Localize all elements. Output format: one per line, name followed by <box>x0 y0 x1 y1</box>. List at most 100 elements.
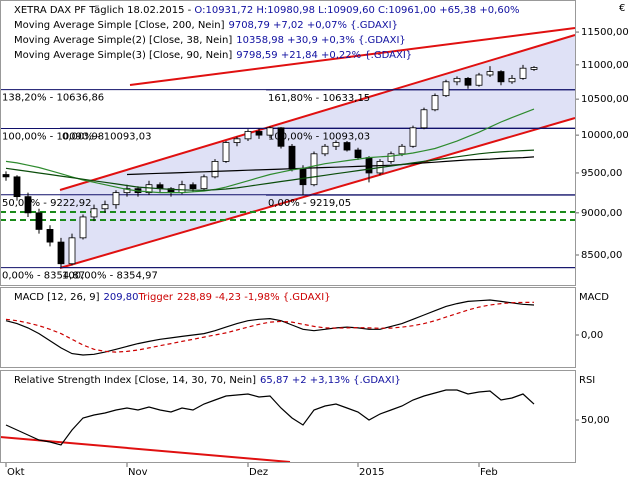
candle-body <box>442 81 450 97</box>
series-line <box>5 149 535 191</box>
x-tick-label: Dez <box>249 467 268 478</box>
series-line <box>5 299 535 356</box>
trend-line <box>129 27 576 86</box>
y-tick-label: 10500,00 <box>581 94 629 105</box>
candle-body <box>398 145 406 155</box>
candle-body <box>453 77 461 83</box>
candle-body <box>101 204 109 210</box>
x-tick-label: Feb <box>480 467 498 478</box>
fib-label: 0,00% - 8354,87 <box>2 271 85 282</box>
candle-body <box>299 168 307 186</box>
candle-body <box>332 142 340 147</box>
unit-label: € <box>619 3 625 14</box>
candle-body <box>321 145 329 155</box>
candle-body <box>486 71 494 76</box>
legend-entry: Moving Average Simple(2) [Close, 38, Nei… <box>14 35 406 46</box>
y-tick-label: 11500,00 <box>581 27 629 38</box>
candle-body <box>266 127 274 136</box>
trend-line <box>59 34 576 191</box>
candle-body <box>13 176 21 198</box>
candle-body <box>68 237 76 265</box>
legend-value: 10358,98 +30,9 +0,3% {.GDAXI} <box>236 35 406 46</box>
plot-area: 8500,00 9000,00 9500,00 10000,00 10500,00 110… <box>0 3 629 478</box>
fib-label: 100,00% - 8354,97 <box>62 271 158 282</box>
candle-body <box>497 71 505 83</box>
legend-name: Trigger <box>137 292 173 303</box>
candle-body <box>409 127 417 147</box>
fib-label: 138,20% - 10636,86 <box>2 93 104 104</box>
candle-body <box>123 188 131 194</box>
candle-body <box>233 138 241 143</box>
fib-label: 100,00% - 10090,98 <box>2 131 104 142</box>
candle-body <box>365 157 373 174</box>
candle-body <box>90 208 98 218</box>
candle-body <box>24 196 32 214</box>
candle-body <box>189 184 197 190</box>
panel-frame <box>0 287 576 368</box>
legend-entry: MACD [12, 26, 9] 209,80Trigger 228,89 -4,2… <box>14 292 331 303</box>
legend-name: Moving Average Simple [Close, 200, Nein] <box>14 20 225 31</box>
candle-body <box>2 174 10 178</box>
subtitle: O:10931,72 H:10980,98 L:10909,60 C:10961… <box>194 5 519 16</box>
candle-body <box>431 95 439 111</box>
panel-frame <box>0 370 576 463</box>
candle-body <box>464 77 472 86</box>
x-tick-label: Okt <box>7 467 25 478</box>
candle-body <box>178 184 186 194</box>
legend-value: 209,80 <box>103 292 138 303</box>
candle-body <box>222 142 230 162</box>
candle-body <box>343 142 351 151</box>
candle-body <box>354 149 362 158</box>
fib-label: 50,00% - 9222,92 <box>2 198 91 209</box>
y-tick-label: 9500,00 <box>581 168 622 179</box>
legend-name: Moving Average Simple(2) [Close, 38, Nei… <box>14 35 232 46</box>
candle-body <box>79 216 87 239</box>
y-tick-label: 11000,00 <box>581 60 629 71</box>
legend-value: 9708,79 +7,02 +0,07% {.GDAXI} <box>228 20 398 31</box>
y-tick-label: 8500,00 <box>581 250 622 261</box>
candle-body <box>57 241 65 265</box>
candle-body <box>288 145 296 170</box>
panel-frame <box>0 0 576 286</box>
candle-body <box>420 109 428 129</box>
candle-body <box>244 131 252 140</box>
candle-body <box>530 67 538 70</box>
fib-label: 0,00% - 9219,05 <box>268 198 351 209</box>
y-tick-label: 0,00 <box>581 330 603 341</box>
series-line <box>5 301 535 353</box>
candle-body <box>310 153 318 186</box>
series-line <box>5 108 535 194</box>
legend-name: MACD [12, 26, 9] <box>14 292 100 303</box>
legend-entry: Moving Average Simple(3) [Close, 90, Nei… <box>14 50 412 61</box>
legend-value: 65,87 +2 +3,13% {.GDAXI} <box>260 375 401 386</box>
series-line <box>126 156 535 176</box>
fib-label: 0,00% - 10093,03 <box>62 131 151 142</box>
panel-label: RSI <box>579 375 595 386</box>
y-tick-label: 9000,00 <box>581 208 622 219</box>
candle-body <box>475 74 483 86</box>
fib-label: 100,00% - 10093,03 <box>268 131 370 142</box>
candle-body <box>211 161 219 178</box>
panel-label: MACD <box>579 292 609 303</box>
candle-body <box>255 131 263 136</box>
legend-entry: Moving Average Simple [Close, 200, Nein]… <box>14 20 398 31</box>
legend-value: 9798,59 +21,84 +0,22% {.GDAXI} <box>236 50 412 61</box>
x-tick-label: Nov <box>128 467 148 478</box>
title: XETRA DAX PF Täglich 18.02.2015 - <box>14 5 194 16</box>
series-line <box>5 389 535 446</box>
candle-body <box>387 153 395 162</box>
trend-line <box>59 117 576 269</box>
y-tick-label: 50,00 <box>581 415 610 426</box>
candle-body <box>112 192 120 206</box>
fib-label: 161,80% - 10633,15 <box>268 93 370 104</box>
legend-name: Moving Average Simple(3) [Close, 90, Nei… <box>14 50 232 61</box>
chart-title: XETRA DAX PF Täglich 18.02.2015 - O:1093… <box>14 5 520 16</box>
candle-body <box>46 229 54 243</box>
candle-body <box>519 67 527 79</box>
legend-name: Relative Strength Index [Close, 14, 30, … <box>14 375 256 386</box>
candle-body <box>35 212 43 230</box>
candle-body <box>508 77 516 83</box>
legend-entry: Relative Strength Index [Close, 14, 30, … <box>14 375 401 386</box>
candle-body <box>200 176 208 190</box>
